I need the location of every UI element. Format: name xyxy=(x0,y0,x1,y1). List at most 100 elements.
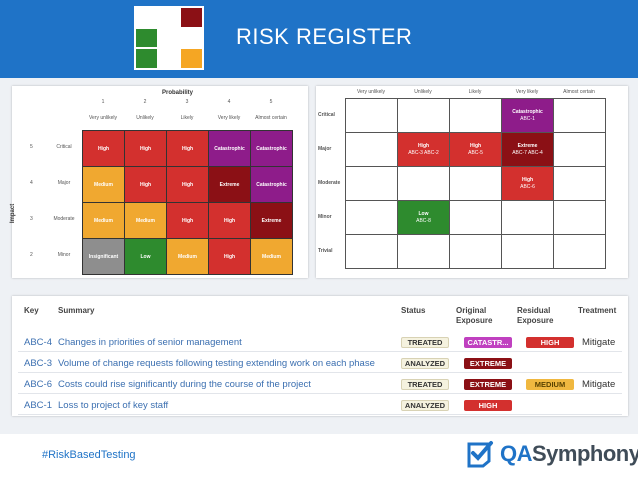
placement-cell: Catastrophic ABC-1 xyxy=(501,98,554,133)
col-label: Very likely xyxy=(515,89,539,95)
placement-cell xyxy=(553,98,606,133)
matrix-cell: Medium xyxy=(82,166,125,203)
risk-level: Extreme xyxy=(517,143,538,149)
placement-cell xyxy=(345,98,398,133)
risk-key-link[interactable]: ABC-3 xyxy=(24,358,52,369)
status-badge: ANALYZED xyxy=(401,400,449,411)
brand-logo: QASymphony xyxy=(466,440,638,468)
logo-cell xyxy=(181,49,202,68)
placement-cell xyxy=(397,98,450,133)
residual-exposure-badge: MEDIUM xyxy=(526,379,574,390)
header-bar: RISK REGISTER xyxy=(0,0,638,78)
row-number: 3 xyxy=(30,216,33,222)
hashtag: #RiskBasedTesting xyxy=(42,449,136,461)
col-label: Almost certain xyxy=(255,115,287,121)
placement-cell xyxy=(345,166,398,201)
original-exposure-badge: HIGH xyxy=(464,400,512,411)
risk-summary-link[interactable]: Costs could rise significantly during th… xyxy=(58,379,311,390)
row-label: Critical xyxy=(56,144,72,150)
brand-symphony: Symphony xyxy=(532,441,638,466)
placement-cell xyxy=(449,200,502,235)
header-treatment: Treatment xyxy=(578,306,617,315)
col-number: 2 xyxy=(143,99,147,105)
logo-cell xyxy=(136,28,157,48)
original-exposure-badge: EXTREME xyxy=(464,379,512,390)
logo-cell xyxy=(181,8,202,27)
table-row[interactable]: ABC-3 Volume of change requests following… xyxy=(18,353,622,373)
row-number: 5 xyxy=(30,144,33,150)
risk-key-link[interactable]: ABC-1 xyxy=(24,400,52,411)
matrix-cell: Medium xyxy=(82,202,125,239)
matrix-cell: Catastrophic xyxy=(250,130,293,167)
matrix-cell: High xyxy=(124,166,167,203)
placement-cell xyxy=(397,166,450,201)
status-badge: TREATED xyxy=(401,379,449,390)
logo-cell xyxy=(158,8,180,27)
matrix-cell: Medium xyxy=(124,202,167,239)
brand-qa: QA xyxy=(500,441,533,466)
matrix-cell: High xyxy=(124,130,167,167)
header-residual-exposure: Residual Exposure xyxy=(517,306,554,325)
matrix-cell: High xyxy=(82,130,125,167)
row-label: Moderate xyxy=(318,180,341,186)
row-label: Moderate xyxy=(53,216,75,222)
header-summary: Summary xyxy=(58,306,95,315)
original-exposure-badge: EXTREME xyxy=(464,358,512,369)
risk-level: High xyxy=(417,143,430,149)
placement-cell xyxy=(397,234,450,269)
risk-grid-logo xyxy=(134,6,204,70)
placement-cell: Low ABC-8 xyxy=(397,200,450,235)
logo-cell xyxy=(181,28,202,48)
status-badge: TREATED xyxy=(401,337,449,348)
risk-ids: ABC-3 ABC-2 xyxy=(408,149,439,156)
risk-summary-link[interactable]: Changes in priorities of senior manageme… xyxy=(58,337,242,348)
risk-key-link[interactable]: ABC-6 xyxy=(24,379,52,390)
col-number: 5 xyxy=(269,99,273,105)
risk-table: Key Summary Status Original Exposure Res… xyxy=(12,296,628,416)
original-exposure-badge: CATASTR... xyxy=(464,337,512,348)
placement-cell xyxy=(553,234,606,269)
risk-level: High xyxy=(521,177,534,183)
row-number: 4 xyxy=(30,180,33,186)
probability-impact-matrix: Probability 1 Very unlikely 2 Unlikely 3 Likel… xyxy=(10,86,308,278)
matrix-cell: Medium xyxy=(250,238,293,275)
risk-summary-link[interactable]: Loss to project of key staff xyxy=(58,400,169,411)
placement-cell xyxy=(449,234,502,269)
logo-cell xyxy=(136,49,157,68)
matrix-cell: Extreme xyxy=(250,202,293,239)
placement-cell xyxy=(553,200,606,235)
risk-level: Catastrophic xyxy=(512,109,543,115)
row-label: Major xyxy=(57,180,71,186)
col-number: 3 xyxy=(185,99,189,105)
matrix-cell: Low xyxy=(124,238,167,275)
risk-key-link[interactable]: ABC-4 xyxy=(24,337,52,348)
risk-ids: ABC-1 xyxy=(520,115,535,122)
col-label: Very unlikely xyxy=(356,89,386,95)
col-label: Unlikely xyxy=(414,89,432,95)
risk-summary-link[interactable]: Volume of change requests following test… xyxy=(58,358,375,369)
treatment-text: Mitigate xyxy=(582,379,616,390)
footer: #RiskBasedTesting QASymphony xyxy=(0,434,638,479)
col-label: Unlikely xyxy=(136,115,154,121)
table-row[interactable]: ABC-6 Costs could rise significantly duri… xyxy=(18,374,622,394)
treatment-text: Mitigate xyxy=(582,337,616,348)
row-label: Trivial xyxy=(318,248,333,254)
matrix-cell: High xyxy=(166,130,209,167)
residual-exposure-badge: HIGH xyxy=(526,337,574,348)
matrix-cell: Medium xyxy=(166,238,209,275)
risk-ids: ABC-6 xyxy=(520,183,535,190)
placement-cell xyxy=(345,132,398,167)
table-row[interactable]: ABC-4 Changes in priorities of senior man… xyxy=(18,332,622,352)
col-label: Almost certain xyxy=(563,89,595,95)
check-badge-icon xyxy=(467,441,493,468)
col-label: Very likely xyxy=(217,115,241,121)
matrix-cell: High xyxy=(208,238,251,275)
risk-level: High xyxy=(469,143,482,149)
table-row[interactable]: ABC-1 Loss to project of key staff ANALYZE… xyxy=(18,395,622,415)
page-title: RISK REGISTER xyxy=(236,24,413,49)
matrix-cell: Extreme xyxy=(208,166,251,203)
matrix-cell: Insignificant xyxy=(82,238,125,275)
placement-cell xyxy=(449,166,502,201)
risk-placement-matrix: Very unlikely Unlikely Likely Very likely Al… xyxy=(316,86,628,278)
row-label: Critical xyxy=(318,112,335,118)
